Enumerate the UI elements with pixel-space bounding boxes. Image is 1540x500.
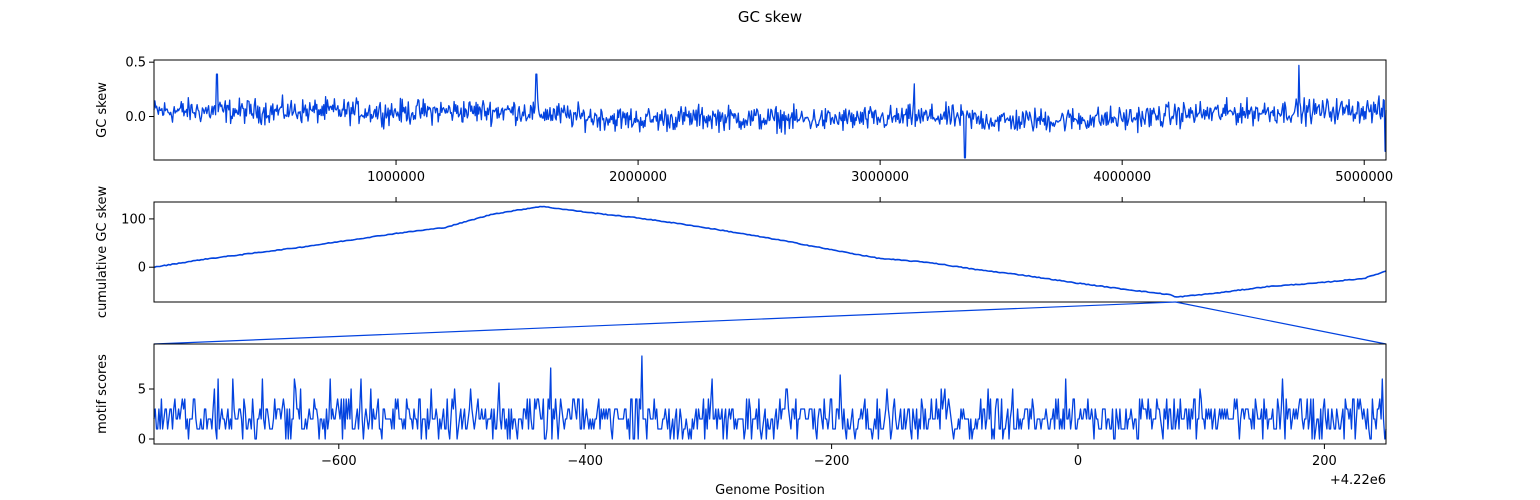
ytick-label: 0 — [138, 433, 146, 448]
xtick-label: 2000000 — [609, 170, 667, 185]
motif-scores-series-path — [153, 355, 1387, 440]
motif-scores-panel: −600 −400 −200 0 200 05 motif scores Genome … — [95, 343, 1387, 498]
motif-scores-axes-frame — [153, 343, 1387, 445]
gc-skew-yticks: 0.0 0.5 — [125, 56, 154, 125]
gc-skew-axes-frame — [153, 59, 1387, 161]
xtick-label: −200 — [814, 454, 850, 469]
xtick-label: 5000000 — [1335, 170, 1393, 185]
zoom-line-right — [1175, 301, 1387, 345]
xtick-label: 1000000 — [367, 170, 425, 185]
cumulative-gc-skew-line — [153, 205, 1387, 298]
xtick-label: −600 — [321, 454, 357, 469]
gc-skew-series-path — [153, 64, 1387, 159]
motif-scores-yticks: 05 — [138, 383, 154, 448]
motif-scores-ylabel: motif scores — [95, 354, 110, 434]
xtick-label: 3000000 — [851, 170, 909, 185]
cumulative-gc-skew-axes-frame — [153, 201, 1387, 303]
gc-skew-xticks: 1000000 2000000 3000000 4000000 5000000 — [367, 160, 1393, 185]
ytick-label: 5 — [138, 383, 146, 398]
ytick-label: 0.5 — [125, 56, 146, 71]
xtick-label: 4000000 — [1093, 170, 1151, 185]
cumulative-gc-skew-xticks — [395, 197, 1365, 202]
figure-title: GC skew — [738, 8, 802, 26]
ytick-label: 0.0 — [125, 110, 146, 125]
cumulative-gc-skew-ylabel: cumulative GC skew — [95, 186, 110, 319]
xtick-label: 0 — [1074, 454, 1082, 469]
motif-scores-xticks: −600 −400 −200 0 200 — [321, 444, 1337, 469]
gc-skew-ylabel: GC skew — [95, 82, 110, 138]
cumulative-gc-skew-yticks: 0 100 — [121, 212, 154, 276]
zoom-line-left — [153, 301, 1176, 345]
xtick-label: −400 — [567, 454, 603, 469]
motif-scores-line — [153, 355, 1387, 440]
cumulative-gc-skew-series-path — [153, 205, 1387, 298]
cumulative-gc-skew-panel: 0 100 cumulative GC skew — [95, 186, 1387, 319]
gc-skew-panel: 1000000 2000000 3000000 4000000 5000000 0.00… — [95, 56, 1393, 185]
ytick-label: 100 — [121, 212, 146, 227]
motif-scores-xlabel: Genome Position — [715, 483, 825, 498]
ytick-label: 0 — [138, 261, 146, 276]
gc-skew-line — [153, 64, 1387, 159]
xtick-label: 200 — [1312, 454, 1337, 469]
x-offset-text: +4.22e6 — [1330, 473, 1386, 488]
zoom-connector-lines — [153, 301, 1387, 345]
